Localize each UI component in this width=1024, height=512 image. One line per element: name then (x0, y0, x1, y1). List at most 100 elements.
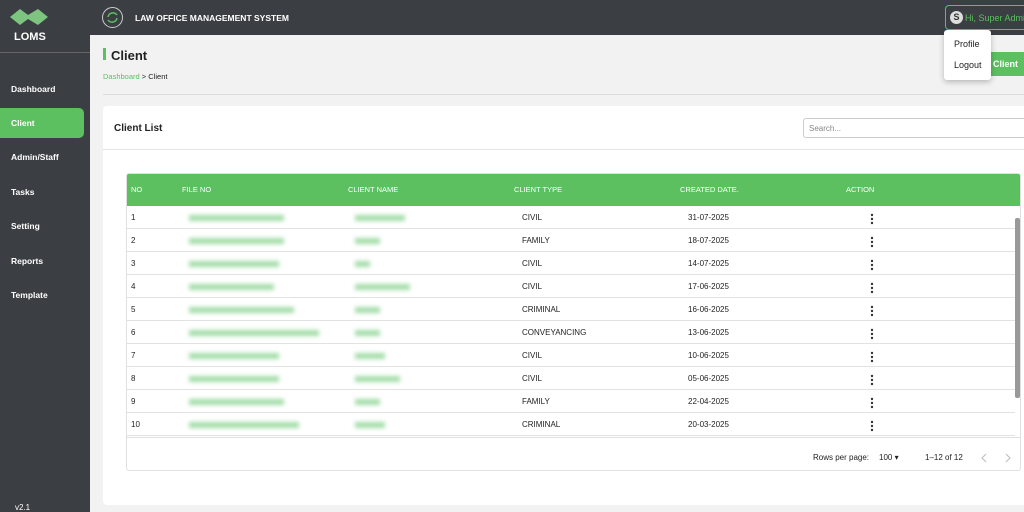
table-row[interactable]: 1 CIVIL 31-07-2025 (127, 206, 1015, 229)
created-date: 20-03-2025 (688, 420, 729, 429)
nav-item[interactable]: Dashboard (11, 84, 56, 94)
column-header: NO (131, 185, 143, 194)
file-no-redacted (189, 238, 284, 244)
page-arrows[interactable] (979, 452, 1019, 464)
action-menu[interactable] (870, 419, 874, 432)
row-no: 4 (131, 282, 136, 291)
user-button[interactable]: S Hi, Super Admin (945, 5, 1024, 30)
file-no-redacted (189, 330, 319, 336)
action-menu[interactable] (870, 235, 874, 248)
nav-item[interactable]: Tasks (11, 187, 35, 197)
client-name-redacted (355, 422, 385, 428)
refresh-icon[interactable] (101, 6, 124, 29)
table-row[interactable]: 5 CRIMINAL 16-06-2025 (127, 298, 1015, 321)
title-accent (103, 48, 106, 60)
menu-item[interactable]: Logout (954, 60, 982, 70)
file-no-redacted (189, 261, 279, 267)
avatar: S (950, 11, 963, 24)
table-row[interactable]: 10 CRIMINAL 20-03-2025 (127, 413, 1015, 436)
sidebar: LOMS Dashboard Client Admin/Staff Tasks Sett… (0, 0, 90, 512)
row-no: 10 (131, 420, 140, 429)
client-name-redacted (355, 399, 380, 405)
client-type: CONVEYANCING (522, 328, 587, 337)
file-no-redacted (189, 399, 284, 405)
created-date: 16-06-2025 (688, 305, 729, 314)
topbar: LAW OFFICE MANAGEMENT SYSTEM S Hi, Super… (90, 0, 1024, 35)
row-no: 8 (131, 374, 136, 383)
table-row[interactable]: 3 CIVIL 14-07-2025 (127, 252, 1015, 275)
action-menu[interactable] (870, 281, 874, 294)
search-input[interactable]: Search... (803, 118, 1024, 138)
client-type: CRIMINAL (522, 305, 561, 314)
row-no: 6 (131, 328, 136, 337)
client-type: CIVIL (522, 213, 543, 222)
table-row[interactable]: 9 FAMILY 22-04-2025 (127, 390, 1015, 413)
divider (0, 52, 90, 53)
user-name: Hi, Super Admin (965, 13, 1024, 23)
nav-item[interactable]: Client (0, 108, 84, 138)
column-header: FILE NO (182, 185, 212, 194)
table-row[interactable]: 6 CONVEYANCING 13-06-2025 (127, 321, 1015, 344)
column-header: CLIENT TYPE (514, 185, 563, 194)
file-no-redacted (189, 422, 299, 428)
table-row[interactable]: 4 CIVIL 17-06-2025 (127, 275, 1015, 298)
client-type: FAMILY (522, 236, 550, 245)
action-menu[interactable] (870, 304, 874, 317)
table-row[interactable]: 7 CIVIL 10-06-2025 (127, 344, 1015, 367)
table-body: 1 CIVIL 31-07-2025 2 FAMILY 18-07-2025 3 CIVIL 1… (127, 206, 1015, 437)
client-type: FAMILY (522, 397, 550, 406)
action-menu[interactable] (870, 258, 874, 271)
card: Client List Search... NO FILE NO CLIENT NA… (103, 106, 1024, 505)
action-menu[interactable] (870, 396, 874, 409)
row-no: 3 (131, 259, 136, 268)
rows-per-page-label: Rows per page: (813, 453, 870, 462)
action-menu[interactable] (870, 350, 874, 363)
breadcrumb-sep: > (141, 72, 147, 81)
client-name-redacted (355, 330, 380, 336)
nav-item[interactable]: Reports (11, 256, 44, 266)
scrollbar[interactable] (1015, 212, 1020, 432)
client-name-redacted (355, 238, 380, 244)
nav-item[interactable]: Template (11, 290, 48, 300)
column-header: CLIENT NAME (348, 185, 399, 194)
created-date: 18-07-2025 (688, 236, 729, 245)
column-header: CREATED DATE. (680, 185, 739, 194)
client-name-redacted (355, 376, 400, 382)
table-header: NO FILE NO CLIENT NAME CLIENT TYPE CREATED D… (127, 174, 1020, 206)
client-name-redacted (355, 353, 385, 359)
client-type: CIVIL (522, 259, 543, 268)
table-row[interactable]: 8 CIVIL 05-06-2025 (127, 367, 1015, 390)
file-no-redacted (189, 307, 294, 313)
client-type: CIVIL (522, 374, 543, 383)
client-name-redacted (355, 215, 405, 221)
client-type: CIVIL (522, 282, 543, 291)
page-title: Client (111, 48, 148, 63)
action-menu[interactable] (870, 373, 874, 386)
table: NO FILE NO CLIENT NAME CLIENT TYPE CREATED D… (126, 173, 1021, 471)
client-name-redacted (355, 307, 380, 313)
rows-per-page-select[interactable]: 100 ▾ (879, 453, 899, 462)
card-title: Client List (114, 123, 163, 134)
client-type: CIVIL (522, 351, 543, 360)
breadcrumb-link[interactable]: Dashboard (103, 72, 140, 81)
brand: LOMS (14, 31, 46, 43)
created-date: 05-06-2025 (688, 374, 729, 383)
created-date: 10-06-2025 (688, 351, 729, 360)
created-date: 22-04-2025 (688, 397, 729, 406)
menu-item[interactable]: Profile (954, 39, 980, 49)
action-menu[interactable] (870, 212, 874, 225)
created-date: 17-06-2025 (688, 282, 729, 291)
row-no: 7 (131, 351, 136, 360)
row-no: 9 (131, 397, 136, 406)
nav-item[interactable]: Setting (11, 221, 40, 231)
row-no: 5 (131, 305, 136, 314)
divider (103, 94, 1024, 95)
logo (10, 9, 48, 25)
table-row[interactable]: 2 FAMILY 18-07-2025 (127, 229, 1015, 252)
breadcrumb-current: Client (148, 72, 168, 81)
client-name-redacted (355, 261, 370, 267)
action-menu[interactable] (870, 327, 874, 340)
nav-item[interactable]: Admin/Staff (11, 152, 59, 162)
divider (103, 149, 1024, 150)
